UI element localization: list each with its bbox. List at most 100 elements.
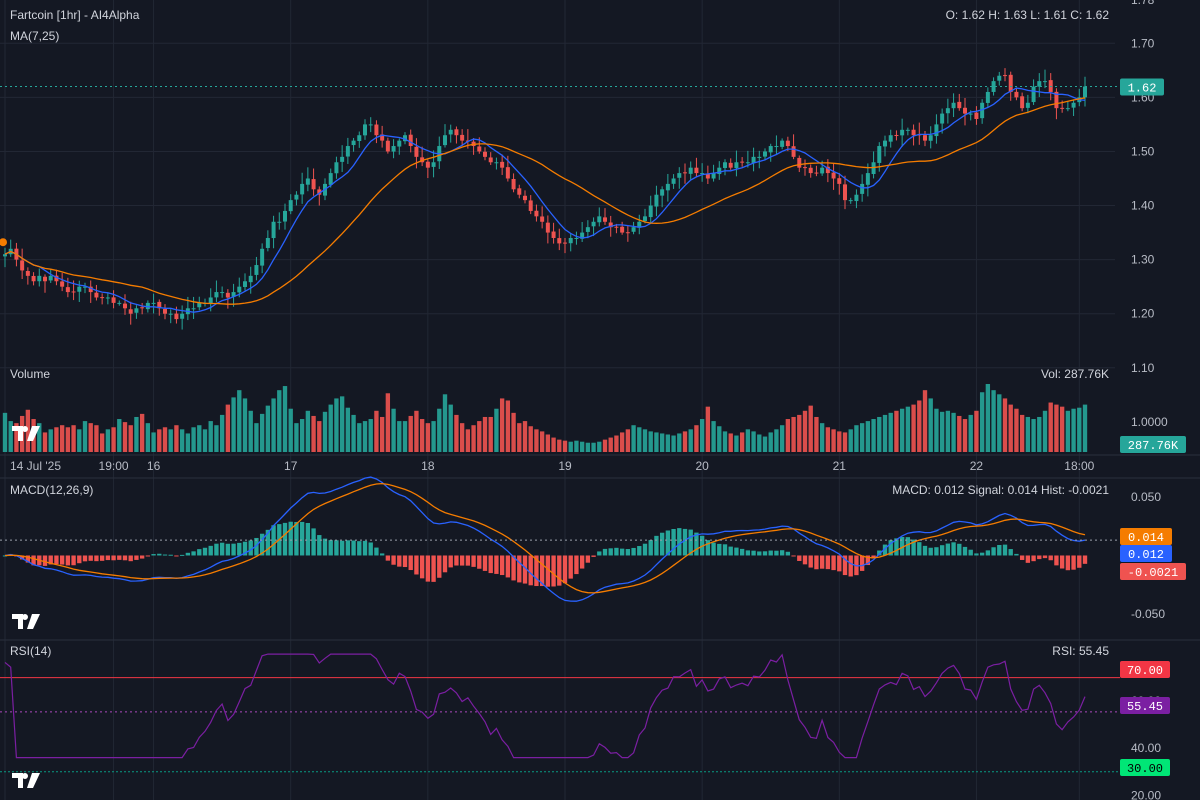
volume-bar	[82, 421, 88, 452]
rsi-readout: RSI: 55.45	[1052, 644, 1109, 658]
volume-bar	[317, 421, 322, 452]
volume-bar	[648, 431, 653, 452]
macd-histogram-bar	[111, 555, 116, 561]
candle-body	[3, 254, 7, 257]
macd-histogram-bar	[134, 555, 139, 560]
volume-bar	[991, 390, 996, 452]
macd-histogram-bar	[677, 528, 682, 556]
candle-body	[374, 124, 379, 136]
time-axis-label: 20	[695, 459, 709, 473]
candles	[3, 68, 1087, 330]
candle-body	[117, 302, 122, 304]
macd-histogram-bar	[179, 554, 185, 556]
volume-bar	[2, 412, 8, 452]
volume-bar	[802, 410, 808, 452]
volume-bar	[425, 423, 431, 452]
volume-bar	[831, 429, 836, 452]
candle-body	[991, 81, 996, 92]
candle-body	[300, 183, 305, 195]
volume-bar	[402, 421, 408, 452]
volume-bar	[505, 400, 511, 452]
volume-bar	[539, 431, 545, 452]
macd-histogram-bar	[1065, 555, 1071, 571]
volume-bar	[585, 442, 591, 452]
candle-body	[888, 135, 893, 142]
macd-histogram-bar	[585, 555, 591, 563]
macd-histogram-bar	[774, 550, 779, 556]
candle-body	[425, 161, 430, 168]
volume-bar	[139, 413, 145, 452]
macd-histogram-bar	[934, 547, 939, 556]
candle-body	[620, 226, 625, 233]
volume-bar	[42, 432, 48, 452]
candle-body	[905, 129, 910, 131]
volume-bar	[859, 423, 865, 452]
volume-bar	[602, 439, 608, 452]
macd-histogram-bar	[654, 535, 659, 556]
macd-histogram-bar	[728, 546, 733, 556]
candle-body	[414, 146, 419, 157]
candle-body	[911, 129, 916, 136]
volume-bar	[419, 419, 425, 452]
volume-bar	[385, 393, 391, 452]
volume-bar	[654, 432, 659, 452]
macd-histogram-bar	[465, 555, 471, 566]
macd-histogram-bar	[419, 555, 425, 579]
macd-histogram-bar	[522, 555, 528, 584]
volume-bar	[522, 421, 528, 452]
volume-bar	[431, 421, 436, 452]
macd-histogram-bar	[745, 550, 751, 556]
candle-body	[231, 292, 236, 297]
rsi-line	[4, 653, 1086, 759]
candle-body	[1031, 86, 1036, 103]
candle-body	[294, 194, 299, 200]
candle-body	[208, 297, 213, 304]
volume-bar	[334, 398, 339, 452]
volume-bar	[305, 410, 311, 452]
candle-body	[54, 275, 59, 282]
volume-bar	[979, 392, 985, 452]
candle-body	[751, 156, 756, 163]
candle-body	[363, 124, 367, 136]
candle-body	[763, 151, 767, 157]
macd-histogram-bar	[271, 525, 276, 556]
candle-body	[837, 178, 842, 184]
macd-histogram-bar	[219, 542, 225, 556]
time-axis-label: 19:00	[99, 459, 129, 473]
macd-histogram-bar	[831, 555, 836, 571]
candle-body	[1014, 91, 1019, 98]
candle-body	[1083, 86, 1087, 98]
volume-bar	[231, 397, 236, 452]
volume-bar	[197, 425, 202, 452]
macd-histogram-bar	[945, 543, 951, 556]
candle-body	[523, 195, 527, 201]
candle-body	[894, 135, 899, 137]
macd-histogram-bar	[162, 554, 168, 556]
volume-bar	[1071, 408, 1076, 452]
macd-histogram-bar	[2, 555, 8, 557]
volume-bar	[905, 406, 911, 452]
volume-bar	[865, 421, 871, 452]
macd-histogram-bar	[899, 536, 905, 556]
macd-histogram-bar	[985, 550, 991, 556]
volume-bar	[899, 408, 905, 452]
candle-body	[368, 124, 373, 126]
rsi-value-badge: 55.45	[1120, 697, 1170, 714]
candle-body	[637, 221, 642, 228]
candle-body	[134, 308, 139, 313]
candle-body	[757, 156, 762, 158]
time-axis-label: 17	[284, 459, 298, 473]
volume-bar	[477, 421, 482, 452]
rsi-upper-badge: 70.00	[1120, 661, 1170, 678]
volume-bar	[37, 423, 42, 452]
price-axis-label: 1.0000	[1131, 415, 1168, 429]
candle-body	[105, 297, 110, 299]
candle-body	[94, 292, 99, 298]
candle-body	[168, 313, 173, 315]
macd-histogram-bar	[597, 551, 602, 556]
volume-bar	[808, 405, 813, 452]
volume-bar	[717, 426, 722, 452]
macd-histogram-bar	[299, 521, 305, 556]
